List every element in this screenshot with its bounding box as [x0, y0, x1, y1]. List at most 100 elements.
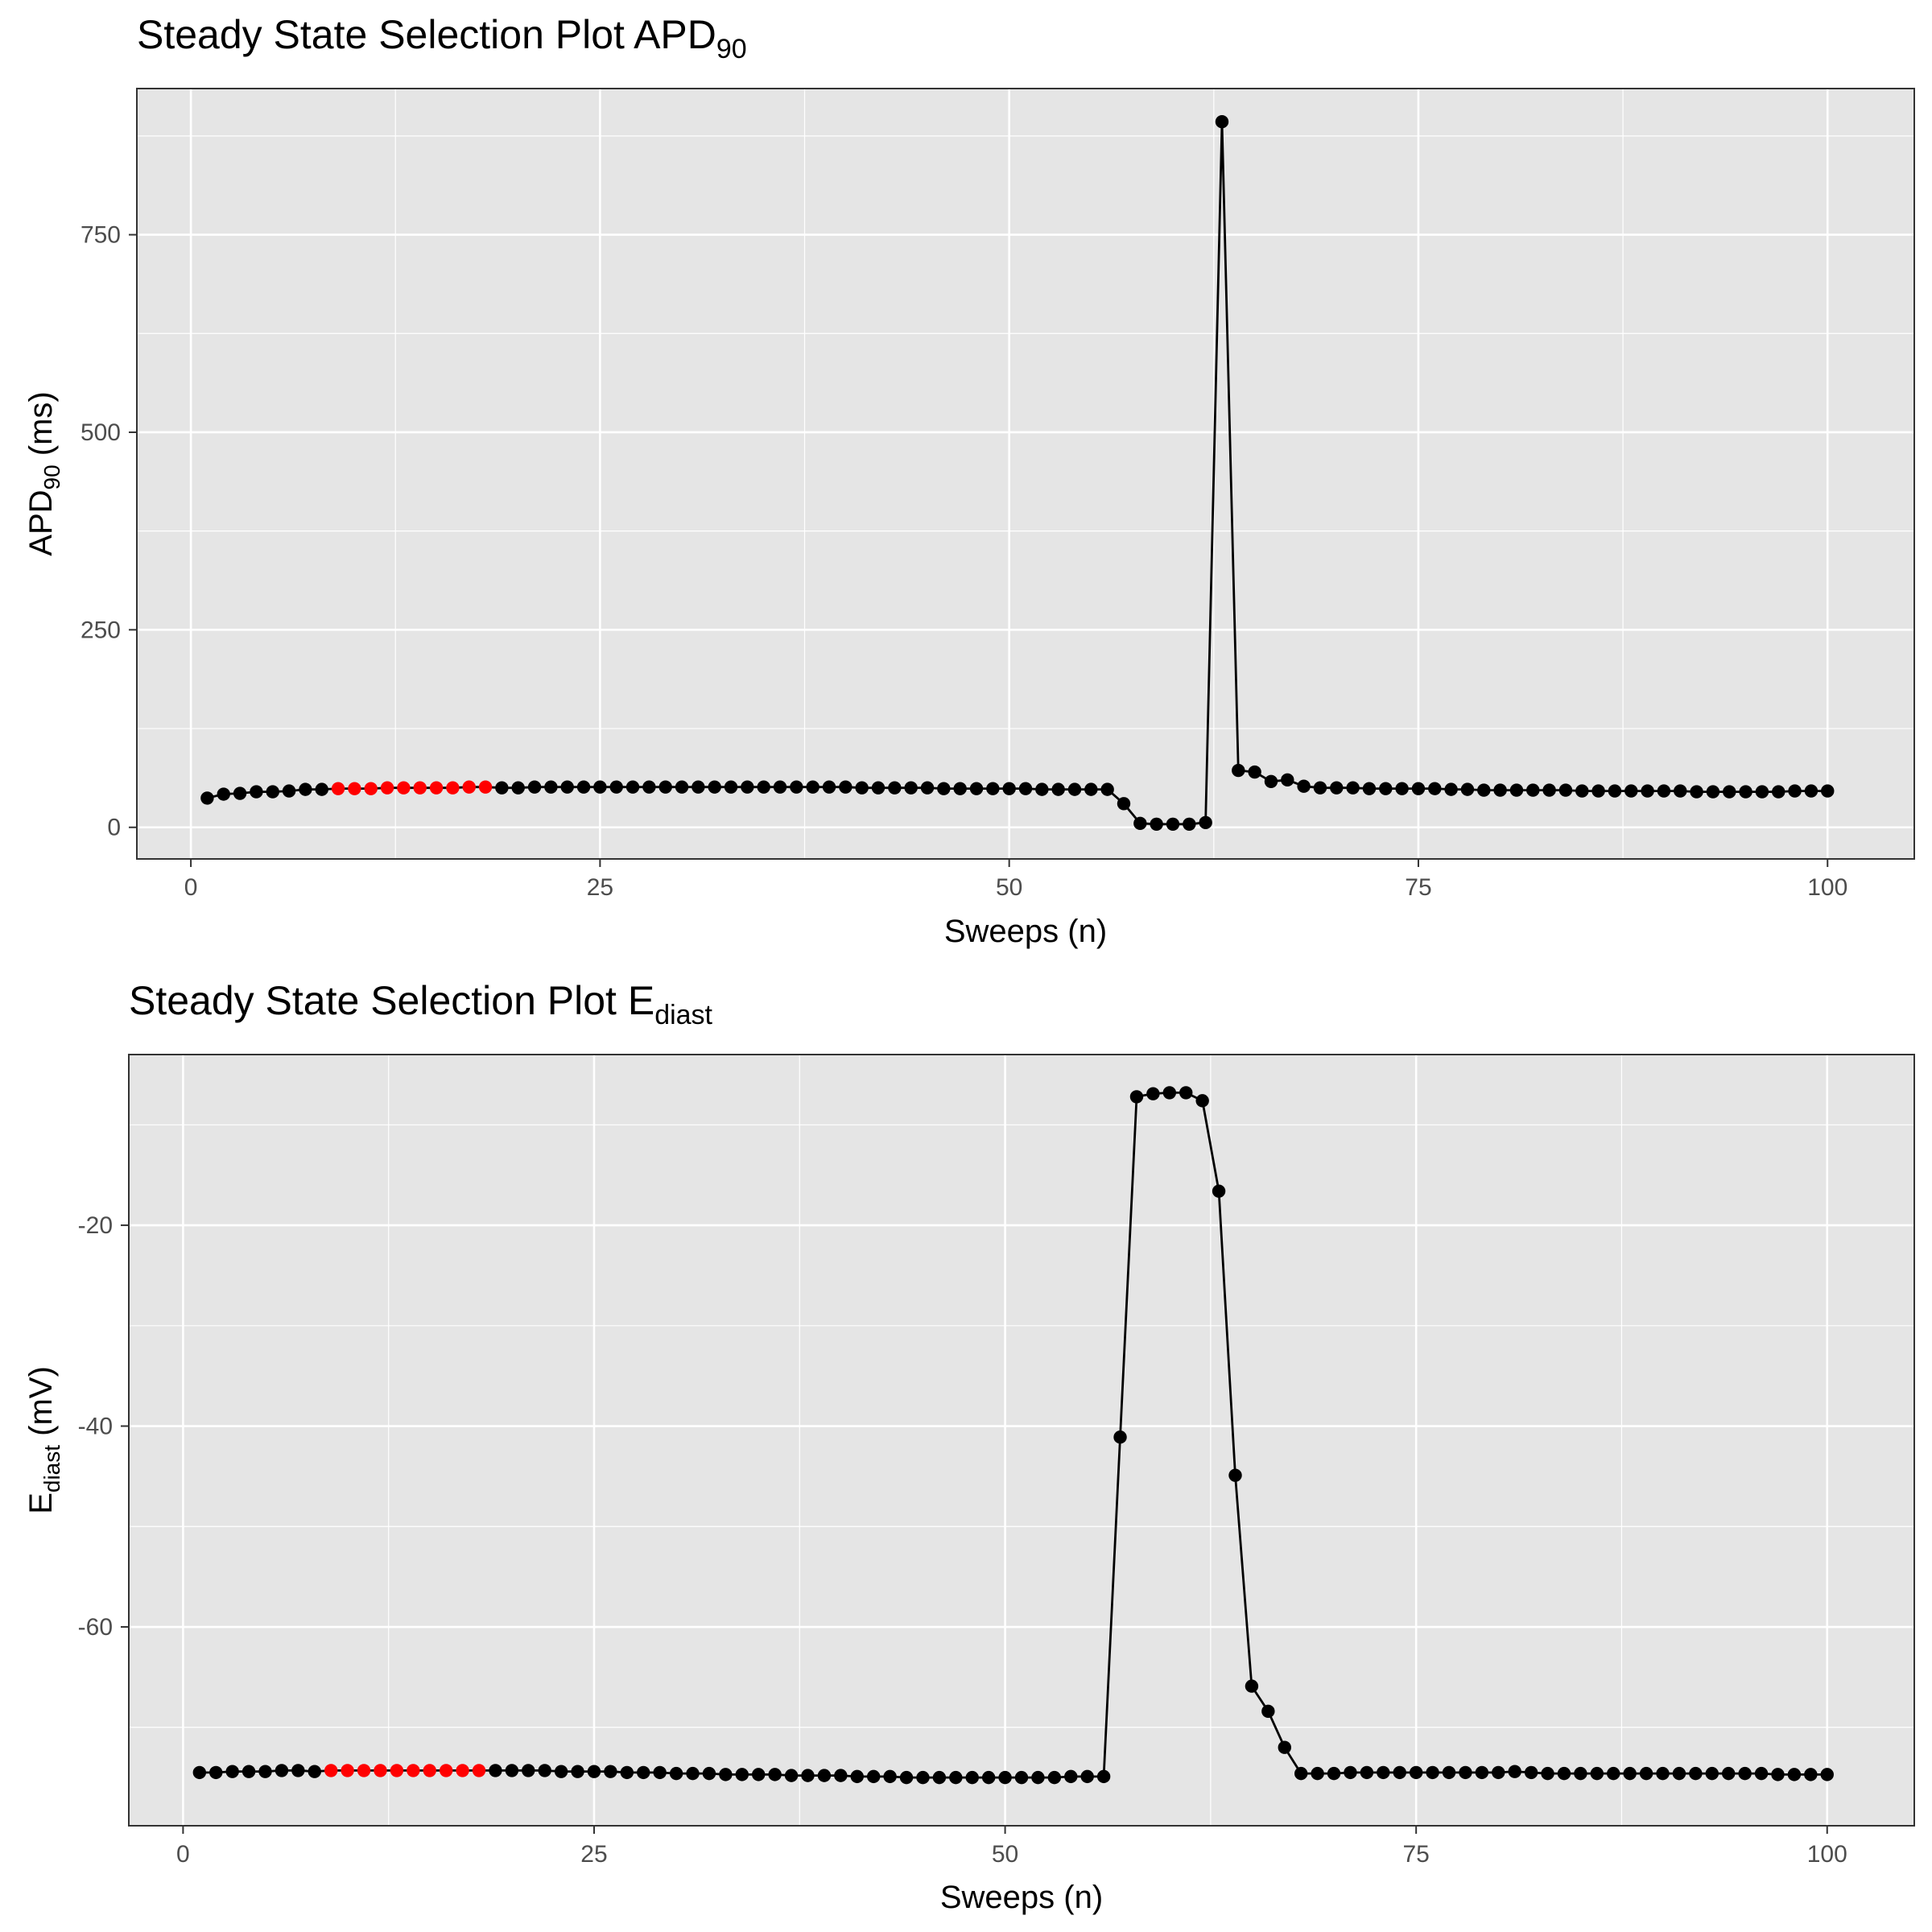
data-point — [642, 780, 656, 794]
apd90-panel: Steady State Selection Plot APD90 0 25 50 7… — [0, 0, 1932, 958]
data-point — [1723, 785, 1736, 799]
data-point — [1558, 783, 1573, 797]
data-point — [609, 780, 623, 794]
data-point — [1641, 784, 1654, 798]
y-axis-title-main: E — [23, 1492, 59, 1514]
data-point — [686, 1766, 700, 1781]
data-point — [839, 780, 852, 794]
data-point — [225, 1765, 239, 1778]
data-point — [1281, 773, 1294, 787]
data-point — [593, 780, 607, 794]
data-point — [1639, 1766, 1653, 1781]
data-point — [883, 1769, 897, 1784]
data-point — [1133, 816, 1147, 831]
y-axis-title-main: APD — [23, 489, 59, 555]
data-point — [850, 1769, 864, 1784]
data-point — [1031, 1770, 1045, 1785]
data-point — [620, 1765, 634, 1780]
data-point — [637, 1765, 650, 1780]
data-point — [1411, 782, 1426, 795]
data-point — [275, 1764, 289, 1777]
data-point — [1524, 1765, 1538, 1780]
y-tick-label: 500 — [80, 419, 121, 446]
data-point — [1442, 1765, 1456, 1780]
data-point — [1129, 1090, 1144, 1104]
data-point-selected — [348, 782, 361, 795]
data-point-selected — [374, 1764, 387, 1777]
data-point — [899, 1770, 914, 1785]
data-point — [1067, 782, 1082, 796]
data-point — [1330, 781, 1344, 795]
series-line — [207, 120, 1828, 826]
data-point — [250, 785, 263, 799]
data-point — [1672, 1766, 1686, 1781]
data-point — [1804, 784, 1818, 798]
data-point — [1215, 115, 1229, 129]
data-point — [969, 782, 984, 795]
data-point — [1771, 1768, 1785, 1781]
data-point — [1245, 1679, 1259, 1693]
data-point — [1689, 1766, 1703, 1781]
data-point-selected — [446, 781, 460, 795]
data-point — [768, 1768, 782, 1781]
data-point — [708, 780, 721, 794]
data-point — [209, 1765, 223, 1780]
data-point — [192, 1765, 207, 1780]
y-tick-label: 750 — [80, 222, 121, 249]
data-point — [1395, 782, 1409, 795]
x-tick-label: 100 — [1807, 1841, 1847, 1868]
data-point-selected — [413, 781, 427, 795]
data-point — [1018, 782, 1033, 795]
data-point — [834, 1769, 848, 1782]
data-point — [1492, 1765, 1505, 1780]
data-point — [1477, 783, 1491, 797]
data-point — [986, 782, 1000, 795]
data-point — [1035, 782, 1049, 796]
apd90-plot: 0 25 50 75 100 0 250 500 750 Sweeps (n) APD90 (ms) — [23, 88, 1915, 949]
data-point — [1014, 1770, 1029, 1785]
x-tick-label: 25 — [587, 874, 613, 901]
data-point — [757, 780, 770, 794]
data-point — [1428, 782, 1442, 795]
data-point — [1150, 817, 1163, 832]
data-point — [1100, 782, 1114, 796]
data-point-selected — [407, 1764, 420, 1777]
data-point — [1232, 763, 1245, 778]
data-point — [1080, 1769, 1094, 1784]
data-point — [998, 1770, 1012, 1785]
data-point — [752, 1768, 766, 1781]
data-point — [554, 1765, 568, 1778]
data-point — [1297, 779, 1311, 793]
data-point — [932, 1770, 947, 1785]
data-point — [953, 782, 967, 795]
data-point — [1575, 784, 1589, 798]
data-point — [1379, 782, 1393, 795]
data-point — [315, 782, 328, 796]
data-point — [200, 791, 214, 805]
data-point — [1162, 1086, 1177, 1100]
x-tick-label: 75 — [1405, 874, 1431, 901]
data-point-selected — [439, 1764, 453, 1777]
data-point — [308, 1765, 321, 1778]
data-point-selected — [397, 781, 411, 795]
data-point — [1248, 765, 1261, 779]
data-point — [1311, 1766, 1324, 1781]
data-point — [675, 780, 689, 794]
data-point — [1574, 1766, 1587, 1781]
data-point — [587, 1765, 601, 1778]
data-point-selected — [341, 1764, 354, 1777]
y-tick-label: 250 — [80, 617, 121, 643]
chart-title: Steady State Selection Plot APD90 — [137, 11, 747, 65]
data-point — [1690, 785, 1703, 799]
data-point — [1493, 783, 1507, 797]
data-point — [691, 780, 705, 794]
y-axis-title-unit: (mV) — [23, 1366, 59, 1445]
data-point — [937, 782, 951, 795]
data-point-selected — [456, 1764, 469, 1777]
data-point — [965, 1770, 979, 1785]
data-point — [1608, 784, 1622, 798]
data-point — [1264, 774, 1278, 789]
data-point — [1623, 1766, 1637, 1781]
data-point — [1739, 785, 1752, 799]
data-point — [1557, 1766, 1571, 1781]
